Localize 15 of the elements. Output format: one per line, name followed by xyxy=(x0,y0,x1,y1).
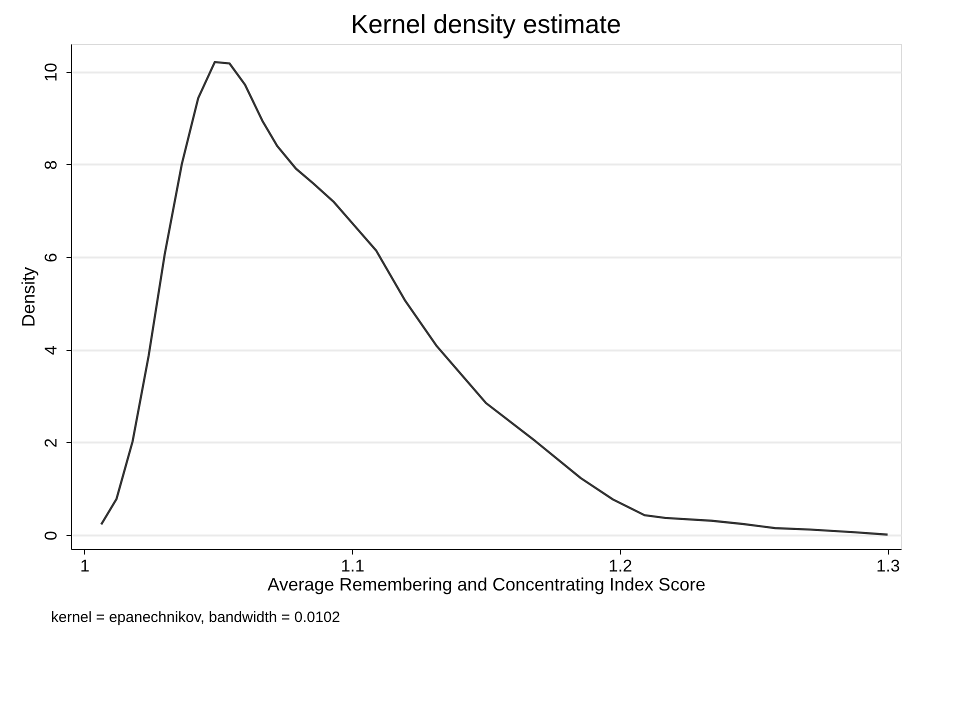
x-axis-title: Average Remembering and Concentrating Index Score xyxy=(268,574,706,594)
y-tick-label: 0 xyxy=(42,530,60,540)
y-tick-label: 10 xyxy=(42,62,60,82)
y-tick-label: 4 xyxy=(42,346,60,356)
chart-title: Kernel density estimate xyxy=(350,9,622,39)
x-tick-label: 1.3 xyxy=(876,556,900,576)
x-tick-label: 1 xyxy=(80,556,90,576)
y-tick-label: 2 xyxy=(42,438,60,448)
y-tick-label: 8 xyxy=(42,160,60,170)
text: kernel = epanechnikov, bandwidth = 0.0102 xyxy=(51,609,340,626)
x-tick-label: 1.1 xyxy=(340,556,364,576)
x-tick-label: 1.2 xyxy=(608,556,632,576)
y-tick-label: 6 xyxy=(42,252,60,262)
y-axis-title: Density xyxy=(18,266,38,328)
line-series xyxy=(100,60,889,536)
